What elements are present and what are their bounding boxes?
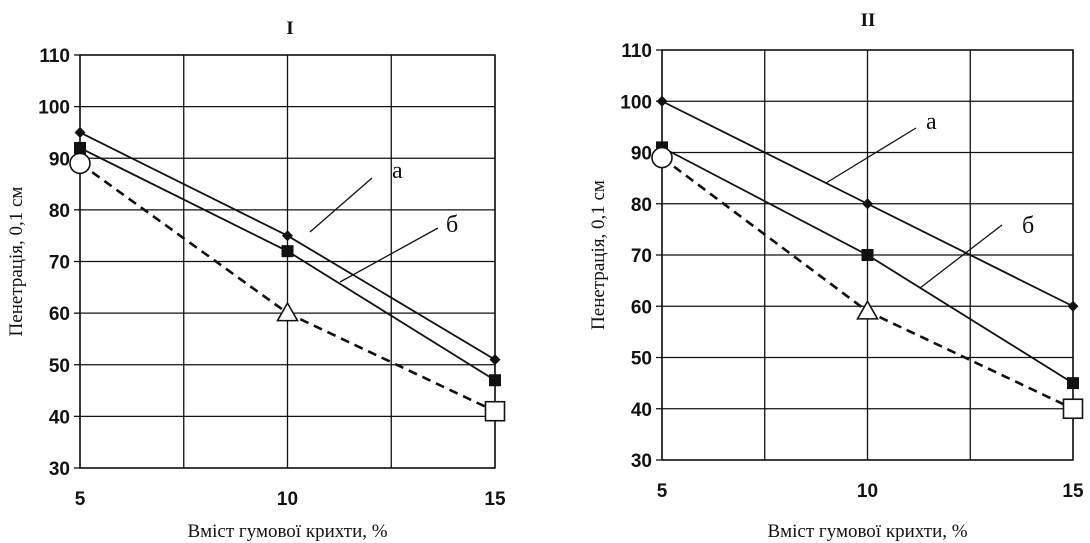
data-point-b	[74, 141, 86, 154]
data-point-open-triangle	[856, 299, 879, 320]
y-tick-label: 50	[631, 349, 652, 370]
data-point-a	[862, 198, 873, 210]
data-point-a	[282, 230, 293, 242]
y-tick-label: 30	[49, 459, 70, 480]
data-point-b	[861, 249, 874, 261]
y-tick-label: 60	[631, 297, 652, 318]
data-point-b	[1067, 377, 1079, 390]
data-point-b	[281, 245, 294, 258]
series-label-а: а	[392, 158, 403, 184]
data-point-open-circle	[69, 152, 91, 175]
y-axis-title: Пенетрація, 0,1 см	[6, 187, 27, 337]
x-tick-label: 15	[484, 489, 506, 510]
x-axis-title: Вміст гумової крихти, %	[187, 521, 387, 542]
data-point-open-square	[1062, 398, 1084, 420]
x-tick-label: 5	[657, 481, 668, 502]
chart-title: II	[861, 10, 876, 31]
x-tick-label: 5	[75, 489, 86, 510]
y-axis-title: Пенетрація, 0,1 см	[588, 180, 609, 330]
y-tick-label: 40	[49, 407, 70, 428]
callout-leader-а	[825, 127, 917, 184]
data-point-a	[656, 95, 668, 107]
series-label-б: б	[1022, 213, 1034, 239]
y-tick-label: 50	[49, 356, 70, 377]
y-tick-label: 110	[621, 41, 652, 62]
chart-panel-1: I 30 40 50 60 70 80 90 100 110 5 10 15 Вміст гумової …	[6, 18, 506, 542]
callout-leader-б	[919, 224, 1003, 289]
y-tick-label: 100	[38, 98, 70, 119]
y-tick-label: 30	[631, 451, 652, 472]
x-tick-label: 10	[857, 481, 878, 502]
y-tick-label: 110	[39, 46, 70, 67]
y-tick-label: 40	[631, 400, 652, 421]
data-point-a	[74, 126, 86, 138]
data-point-open-square	[484, 400, 506, 422]
x-tick-label: 15	[1062, 481, 1084, 502]
data-point-open-circle	[651, 146, 673, 169]
x-axis-title: Вміст гумової крихти, %	[767, 521, 967, 542]
data-point-a	[1067, 300, 1079, 312]
y-tick-label: 60	[49, 304, 70, 325]
data-point-open-triangle	[276, 301, 299, 322]
y-tick-label: 70	[631, 246, 652, 267]
y-tick-label: 90	[631, 144, 652, 165]
chart-title: I	[286, 18, 293, 39]
data-point-a	[489, 354, 501, 366]
y-tick-label: 80	[49, 201, 70, 222]
data-point-b	[489, 374, 501, 387]
y-tick-label: 90	[49, 149, 70, 170]
callout-leader-б	[339, 227, 439, 283]
series-label-б: б	[446, 212, 458, 238]
chart-panel-2: II 30 40 50 60 70 80 90 100 110 5 10 15 Вміст гумової…	[588, 10, 1084, 542]
x-tick-label: 10	[277, 489, 298, 510]
y-tick-label: 80	[631, 195, 652, 216]
series-label-а: а	[926, 109, 937, 135]
y-tick-label: 70	[49, 253, 70, 274]
y-tick-label: 100	[620, 92, 652, 113]
callout-leader-а	[309, 177, 373, 233]
